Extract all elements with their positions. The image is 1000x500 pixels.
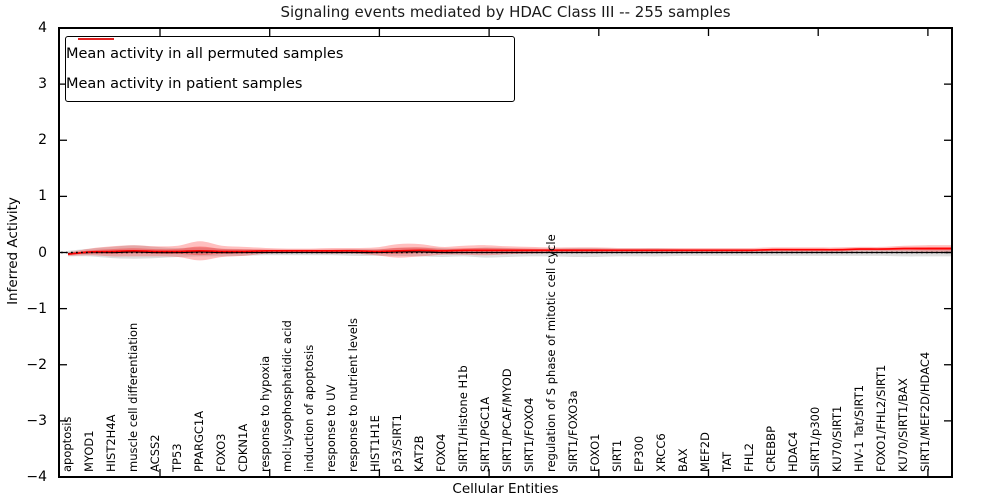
legend: Mean activity in all permuted samples Me… [65,36,515,102]
legend-label-patient: Mean activity in patient samples [66,76,303,92]
patient-line-swatch [78,38,114,40]
x-axis-label: Cellular Entities [452,481,559,497]
chart-title: Signaling events mediated by HDAC Class … [280,3,731,21]
legend-label-permuted: Mean activity in all permuted samples [66,46,344,62]
legend-item-permuted: Mean activity in all permuted samples [66,38,514,62]
y-axis-label: Inferred Activity [5,197,21,305]
legend-item-patient: Mean activity in patient samples [66,38,514,92]
